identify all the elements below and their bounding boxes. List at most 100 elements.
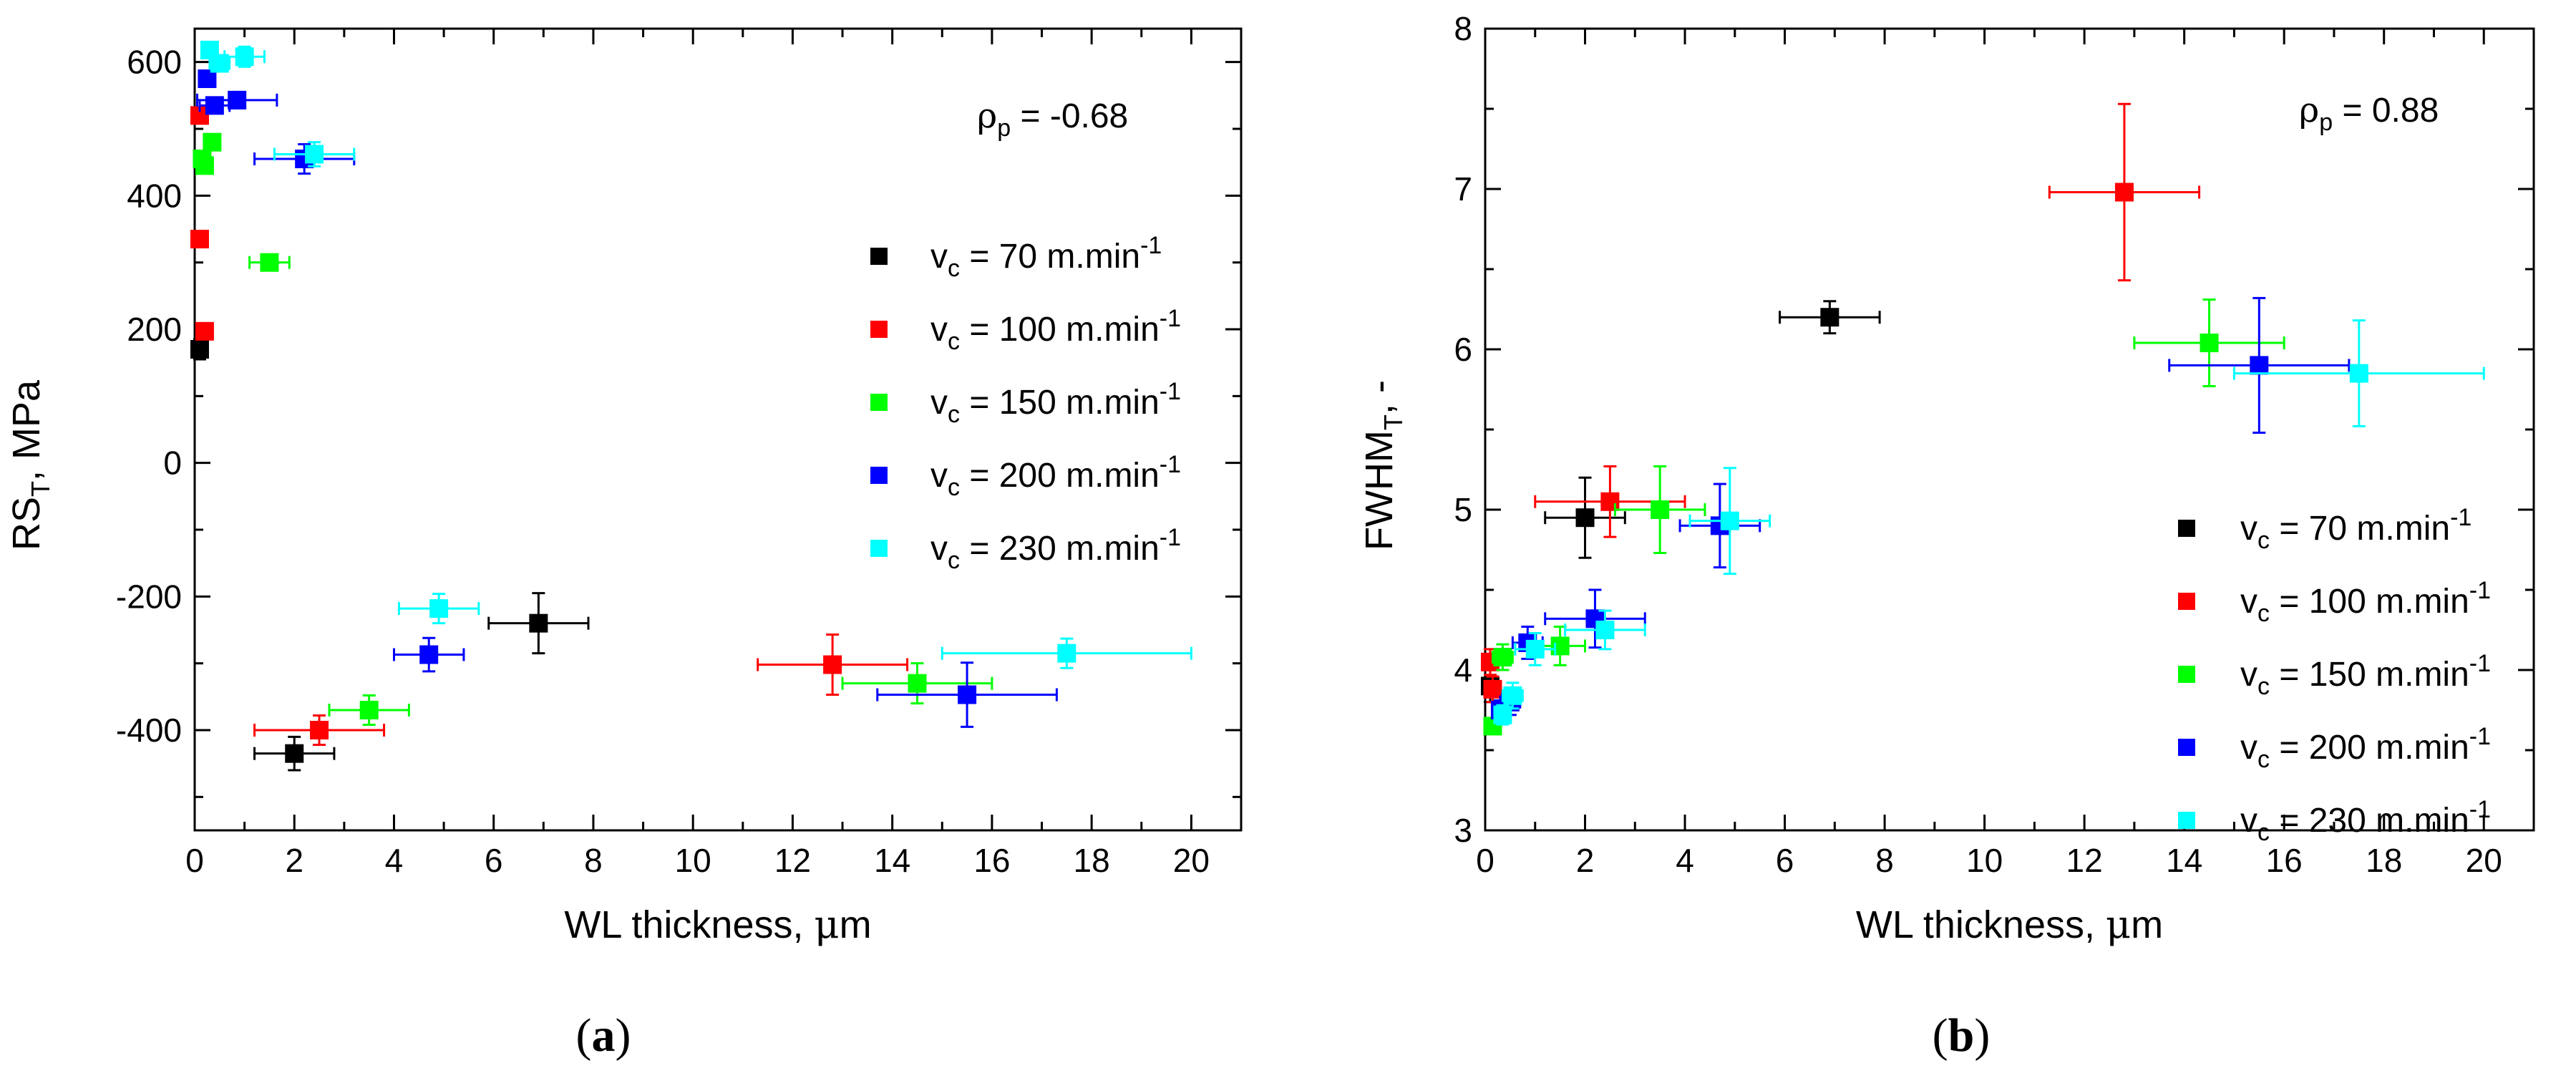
panel-b-x-axis-label-mu: μ <box>2106 902 2131 947</box>
panel-a-y-axis-label-unit: , MPa <box>5 379 48 481</box>
panel-a-marker <box>195 321 214 341</box>
panel-a-data-point <box>190 230 209 248</box>
panel-a-data-point <box>392 636 465 673</box>
panel-a-legend-sub: c <box>948 401 960 428</box>
panel-b-x-axis-label: WL thickness, μm <box>1856 902 2163 947</box>
panel-b-marker <box>1493 648 1512 667</box>
panel-a-y-ticks <box>195 61 1241 798</box>
panel-b-x-tick-label: 10 <box>1966 842 2003 879</box>
panel-b-data-point <box>1483 717 1502 736</box>
panel-b-axes-frame <box>1484 27 2535 832</box>
panel-a-legend-marker <box>870 394 888 411</box>
panel-a-y-axis-label-main: RS <box>5 497 48 550</box>
panel-b-legend-entry: vc = 230 m.min-1 <box>2240 796 2491 846</box>
panel-a-series-3 <box>193 132 993 727</box>
panel-b-marker <box>2114 183 2134 202</box>
panel-b-legend-text: = 70 m.min <box>2270 510 2450 548</box>
panel-a-x-tick-label: 4 <box>385 842 404 879</box>
panel-a-y-tick-label: 600 <box>127 44 182 81</box>
panel-b-legend-sup: -1 <box>2469 650 2491 677</box>
panel-b-y-tick-label: 6 <box>1454 331 1472 368</box>
panel-a-data-point <box>757 633 909 696</box>
panel-b-legend-sub: c <box>2257 746 2270 773</box>
panel-b-legend-sub: c <box>2257 600 2270 627</box>
panel-b-y-tick-label: 5 <box>1454 491 1472 528</box>
panel-b-data-point <box>1613 465 1706 554</box>
panel-b-y-ticks <box>1485 27 2534 832</box>
panel-a-correlation-annotation: ρp = -0.68 <box>977 96 1128 142</box>
panel-a-legend-text: = 200 m.min <box>960 457 1160 495</box>
panel-a-marker <box>195 156 214 175</box>
panel-b-x-axis-label-text: WL thickness, <box>1856 903 2106 946</box>
panel-b-legend-v: v <box>2240 729 2257 767</box>
panel-a-data-point <box>941 637 1192 669</box>
panel-b-annotation-sub: p <box>2319 109 2333 136</box>
panel-b-legend-marker <box>2178 739 2195 756</box>
panel-b-legend-entry: vc = 100 m.min-1 <box>2240 577 2491 627</box>
panel-b-marker <box>1600 492 1620 511</box>
panel-a-legend-text: = 100 m.min <box>960 311 1160 349</box>
panel-b-y-tick-label: 7 <box>1454 170 1472 208</box>
panel-a-legend-v: v <box>930 238 948 276</box>
panel-a-data-point <box>253 714 386 747</box>
panel-a-legend-v: v <box>930 384 948 422</box>
panel-a-data-point <box>203 132 222 152</box>
panel-a-x-axis-label-text: WL thickness, <box>564 903 814 946</box>
panel-b-data-point <box>2048 102 2201 282</box>
panel-a-x-tick-label: 20 <box>1173 842 1210 879</box>
panel-a-annotation-value: = -0.68 <box>1011 97 1128 135</box>
panel-b-data-point <box>1544 476 1626 559</box>
panel-b-legend-marker <box>2178 593 2195 610</box>
panel-a-legend-sub: c <box>948 328 960 355</box>
panel-b-data-point <box>2133 298 2285 388</box>
panel-a-legend-v: v <box>930 311 948 349</box>
panel-a-legend-sup: -1 <box>1160 451 1181 478</box>
panel-a-data-point <box>195 90 278 110</box>
panel-a-x-tick-label: 2 <box>285 842 303 879</box>
panel-b-marker <box>1575 508 1595 528</box>
panel-b-series-3 <box>1483 298 2285 736</box>
panel-b-legend-v: v <box>2240 583 2257 621</box>
panel-a-y-axis-label-sub: T <box>26 481 55 497</box>
panel-a-legend-text: = 70 m.min <box>960 238 1140 276</box>
panel-a-data-point <box>223 45 266 68</box>
panel-a-x-tick-label: 0 <box>185 842 204 879</box>
panel-a-series-4 <box>195 69 1058 728</box>
panel-b-legend-sub: c <box>2257 527 2270 554</box>
panel-b-data-point <box>2168 296 2351 434</box>
panel-a-x-tick-label: 8 <box>584 842 603 879</box>
panel-a-panel-label: (a) <box>576 1009 631 1062</box>
panel-b-legend-text: = 150 m.min <box>2270 656 2469 694</box>
panel-b-data-point <box>1688 467 1771 576</box>
panel-a-legend-v: v <box>930 530 948 568</box>
panel-a-data-point <box>487 592 590 655</box>
panel-a-x-ticks <box>193 29 1243 830</box>
panel-b-data-point <box>1501 681 1524 710</box>
panel-b-marker <box>1550 636 1570 656</box>
panel-b-marker <box>1820 308 1839 327</box>
panel-b-panel-label-close: ) <box>1974 1009 1990 1062</box>
panel-a-marker <box>203 132 222 152</box>
panel-b-legend-v: v <box>2240 656 2257 694</box>
panel-a-legend-sub: c <box>948 255 960 282</box>
panel-a-legend-text: = 230 m.min <box>960 530 1160 568</box>
chart-panel-a: 0 2 4 6 8 10 12 14 16 18 20 -400 -200 0 200 400 600 WL th… <box>5 27 1243 1062</box>
panel-a-marker <box>529 613 548 633</box>
panel-b-x-tick-label: 8 <box>1875 842 1894 879</box>
panel-a-marker <box>190 230 209 248</box>
panel-b-legend-entry: vc = 70 m.min-1 <box>2240 504 2471 554</box>
panel-b-x-tick-label: 6 <box>1776 842 1794 879</box>
panel-a-marker <box>359 701 379 719</box>
panel-b-x-tick-label: 0 <box>1476 842 1494 879</box>
panel-b-legend-sup: -1 <box>2469 723 2491 750</box>
panel-a-legend-sup: -1 <box>1140 232 1162 259</box>
panel-a-legend-marker <box>870 540 888 557</box>
panel-a-legend-marker <box>870 467 888 484</box>
panel-a-series-1 <box>190 338 590 772</box>
panel-b-marker <box>2250 356 2269 375</box>
panel-b-marker <box>1651 500 1670 519</box>
panel-b-data-point <box>1564 609 1646 651</box>
panel-a-y-tick-label: -400 <box>116 712 182 749</box>
panel-b-marker <box>2349 364 2368 383</box>
